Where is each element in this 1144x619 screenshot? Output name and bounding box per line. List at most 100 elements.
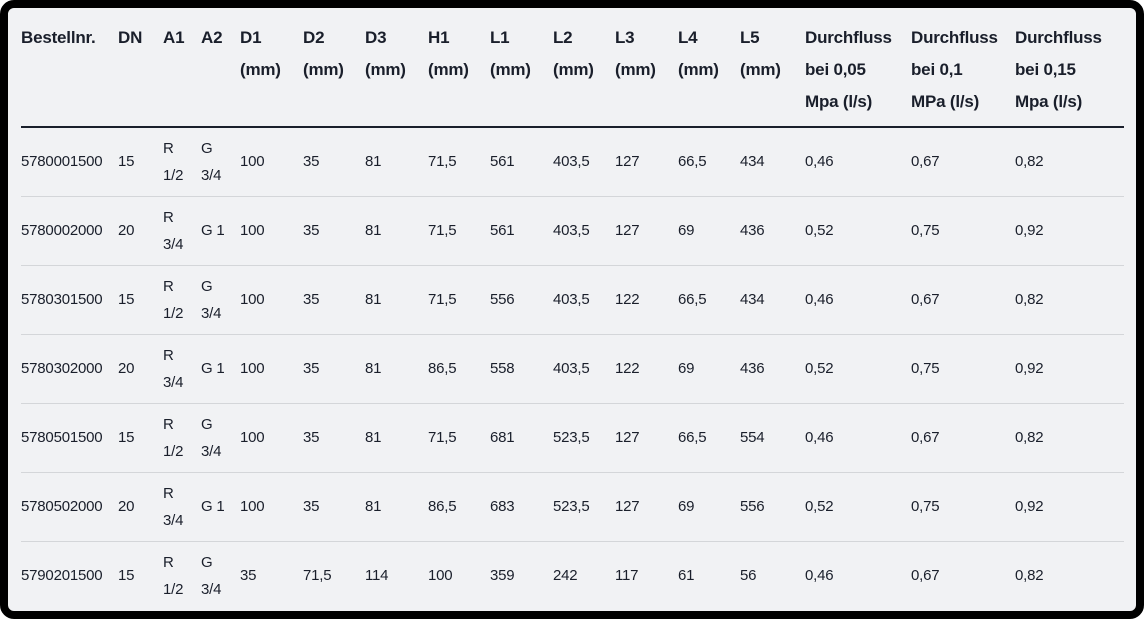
table-cell: 0,46 xyxy=(805,567,834,585)
table-header: Bestellnr. DN A1 A2 D1 (mm) D2 (mm) D3 (mm) H1 (mm)… xyxy=(21,8,1124,128)
column-header-line: (mm) xyxy=(678,60,719,79)
table-cell: 0,92 xyxy=(1015,196,1124,266)
table-cell: 561 xyxy=(490,127,553,197)
table-cell: 71,5 xyxy=(428,403,490,473)
table-cell: 127 xyxy=(615,403,678,473)
column-header-durchfluss-bei-0-15-mpa-l-s: Durchfluss bei 0,15 Mpa (l/s) xyxy=(1015,8,1124,128)
table-cell: R 1/2 xyxy=(163,403,201,473)
column-header-h1-mm: H1 (mm) xyxy=(428,8,490,128)
table-cell: 35 xyxy=(303,127,365,197)
table-wrap: Bestellnr. DN A1 A2 D1 (mm) D2 (mm) D3 (mm) H1 (mm)… xyxy=(8,8,1136,610)
column-header-line: L2 xyxy=(553,28,573,47)
table-cell: 35 xyxy=(303,403,365,473)
table-cell: 523,5 xyxy=(553,403,615,473)
table-cell: R 3/4 xyxy=(163,334,201,404)
table-cell: 69 xyxy=(678,196,740,266)
column-header-line: D1 xyxy=(240,28,262,47)
column-header-line: D2 xyxy=(303,28,325,47)
column-header-line: A2 xyxy=(201,28,223,47)
table-cell: 0,67 xyxy=(911,265,1015,335)
table-row: 5780501500 15 R 1/2 G 3/4 100 35 81 71,5 681 523,… xyxy=(21,403,1124,473)
table-cell: 15 xyxy=(118,127,163,197)
column-header-a2: A2 xyxy=(201,8,240,128)
table-cell: 0,46 xyxy=(805,265,911,335)
column-header-bestellnr: Bestellnr. xyxy=(21,8,118,128)
table-cell: 0,92 xyxy=(1015,472,1124,542)
table-cell: 5790201500 xyxy=(21,567,103,585)
table-cell: 561 xyxy=(490,196,553,266)
column-header-line: Mpa (l/s) xyxy=(1015,92,1083,111)
table-cell: 0,67 xyxy=(911,403,1015,473)
table-cell: 100 xyxy=(240,472,303,542)
table-cell: 434 xyxy=(740,127,805,197)
column-header-line: (mm) xyxy=(740,60,781,79)
table-cell: 71,5 xyxy=(428,196,490,266)
table-cell: 556 xyxy=(740,472,805,542)
table-cell: 683 xyxy=(490,472,553,542)
table-cell: 122 xyxy=(615,334,678,404)
table-cell: 35 xyxy=(303,196,365,266)
table-cell: 81 xyxy=(365,472,428,542)
table-row: 5780001500 15 R 1/2 G 3/4 100 35 81 71,5 561 403,… xyxy=(21,127,1124,197)
column-header-line: (mm) xyxy=(240,60,281,79)
table-cell: 81 xyxy=(365,265,428,335)
column-header-line: DN xyxy=(118,28,143,47)
column-header-line: H1 xyxy=(428,28,450,47)
table-cell: G 1 xyxy=(201,196,240,266)
table-cell: 0,82 xyxy=(1015,567,1044,585)
column-header-line: Bestellnr. xyxy=(21,28,96,47)
table-cell: G 1 xyxy=(201,472,240,542)
column-header-line: (mm) xyxy=(553,60,594,79)
table-cell: 5780501500 xyxy=(21,403,118,473)
column-header-d1-mm: D1 (mm) xyxy=(240,8,303,128)
column-header-durchfluss-bei-0-1-mpa-l-s: Durchfluss bei 0,1 MPa (l/s) xyxy=(911,8,1015,128)
table-cell: 436 xyxy=(740,196,805,266)
column-header-line: L1 xyxy=(490,28,510,47)
table-cell: 0,52 xyxy=(805,472,911,542)
column-header-durchfluss-bei-0-05-mpa-l-s: Durchfluss bei 0,05 Mpa (l/s) xyxy=(805,8,911,128)
column-header-l1-mm: L1 (mm) xyxy=(490,8,553,128)
table-cell: 100 xyxy=(240,196,303,266)
column-header-d3-mm: D3 (mm) xyxy=(365,8,428,128)
table-cell: 5780001500 xyxy=(21,127,118,197)
table-body: 5780001500 15 R 1/2 G 3/4 100 35 81 71,5 561 403,… xyxy=(21,127,1124,610)
table-cell: 100 xyxy=(240,127,303,197)
table-cell: 436 xyxy=(740,334,805,404)
table-cell: 66,5 xyxy=(678,127,740,197)
column-header-dn: DN xyxy=(118,8,163,128)
table-cell: 81 xyxy=(365,334,428,404)
table-cell: 554 xyxy=(740,403,805,473)
table-cell: G 3/4 xyxy=(201,127,240,197)
column-header-l3-mm: L3 (mm) xyxy=(615,8,678,128)
column-header-line: D3 xyxy=(365,28,387,47)
table-cell: 100 xyxy=(240,334,303,404)
table-cell: 0,75 xyxy=(911,472,1015,542)
table-cell: 242 xyxy=(553,567,578,585)
table-cell: 66,5 xyxy=(678,265,740,335)
table-cell: 20 xyxy=(118,334,163,404)
product-spec-table: Bestellnr. DN A1 A2 D1 (mm) D2 (mm) D3 (mm) H1 (mm)… xyxy=(21,8,1124,610)
table-cell: G 3/4 xyxy=(201,403,240,473)
column-header-line: L3 xyxy=(615,28,635,47)
column-header-line: Mpa (l/s) xyxy=(805,92,873,111)
table-cell: 0,46 xyxy=(805,127,911,197)
table-cell: R 1/2 xyxy=(163,553,184,598)
table-cell: 5780002000 xyxy=(21,196,118,266)
table-cell: 35 xyxy=(240,567,257,585)
column-header-line: (mm) xyxy=(303,60,344,79)
table-cell: G 3/4 xyxy=(201,553,222,598)
table-cell: G 3/4 xyxy=(201,265,240,335)
column-header-line: (mm) xyxy=(365,60,406,79)
table-row: 5780302000 20 R 3/4 G 1 100 35 81 86,5 558 403,5 1… xyxy=(21,334,1124,404)
table-cell: 117 xyxy=(615,567,639,585)
table-cell: 0,75 xyxy=(911,334,1015,404)
table-cell: 20 xyxy=(118,472,163,542)
table-cell: 359 xyxy=(490,567,515,585)
table-cell: 100 xyxy=(240,403,303,473)
table-cell: 81 xyxy=(365,196,428,266)
table-cell: 0,67 xyxy=(911,567,940,585)
table-cell: 523,5 xyxy=(553,472,615,542)
table-cell: R 1/2 xyxy=(163,265,201,335)
column-header-line: L5 xyxy=(740,28,760,47)
table-cell: 0,52 xyxy=(805,334,911,404)
